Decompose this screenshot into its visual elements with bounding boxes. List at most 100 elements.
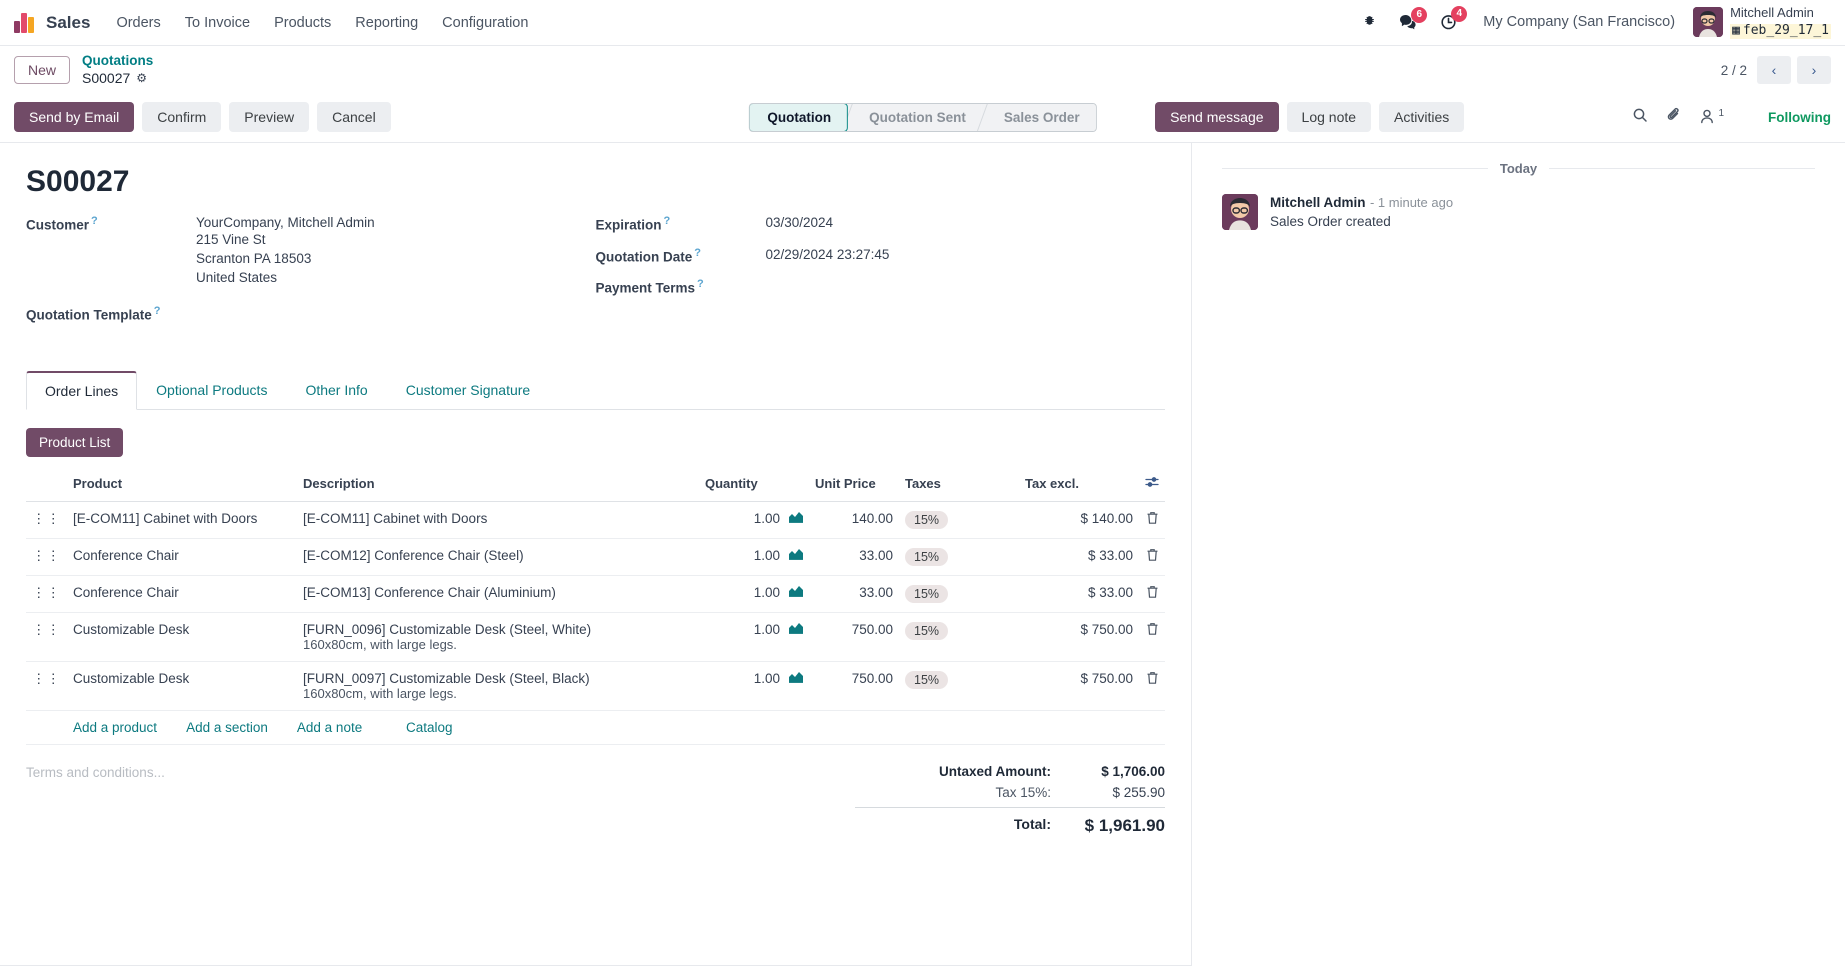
cell-taxes[interactable]: 15% (899, 575, 1019, 613)
add-a-note-link[interactable]: Add a note (296, 719, 363, 735)
forecast-chart-icon[interactable] (789, 585, 803, 600)
field-expiration-value[interactable]: 03/30/2024 (765, 215, 834, 230)
cell-product[interactable]: Customizable Desk (67, 661, 297, 711)
send-by-email-button[interactable]: Send by Email (14, 102, 135, 132)
cell-unit-price[interactable]: 750.00 (809, 612, 899, 662)
table-row[interactable]: ⋮⋮ Customizable Desk [FURN_0096] Customi… (26, 612, 1165, 662)
company-selector[interactable]: My Company (San Francisco) (1483, 14, 1676, 31)
question-mark-icon[interactable]: ? (91, 215, 98, 227)
cell-taxes[interactable]: 15% (899, 538, 1019, 576)
cell-unit-price[interactable]: 140.00 (809, 501, 899, 539)
paperclip-icon[interactable] (1666, 107, 1682, 127)
nav-menu-reporting[interactable]: Reporting (355, 14, 419, 31)
tab-optional-products[interactable]: Optional Products (156, 381, 268, 398)
table-row[interactable]: ⋮⋮ Customizable Desk [FURN_0097] Customi… (26, 661, 1165, 711)
following-status[interactable]: Following (1768, 109, 1831, 125)
trash-icon[interactable] (1139, 612, 1165, 662)
cell-unit-price[interactable]: 750.00 (809, 661, 899, 711)
bug-icon[interactable] (1351, 15, 1388, 30)
cell-description[interactable]: [E-COM13] Conference Chair (Aluminium) (297, 575, 699, 613)
drag-handle-icon[interactable]: ⋮⋮ (26, 612, 67, 662)
forecast-chart-icon[interactable] (789, 622, 803, 637)
gear-icon[interactable]: ⚙ (136, 70, 148, 85)
status-stage-quotation[interactable]: Quotation (749, 103, 849, 131)
cell-taxes[interactable]: 15% (899, 661, 1019, 711)
add-a-section-link[interactable]: Add a section (186, 719, 268, 735)
log-note-button[interactable]: Log note (1286, 102, 1372, 132)
activities-button[interactable]: Activities (1379, 102, 1465, 132)
table-row[interactable]: ⋮⋮ [E-COM11] Cabinet with Doors [E-COM11… (26, 501, 1165, 539)
question-mark-icon[interactable]: ? (153, 305, 161, 318)
messages-icon[interactable]: 6 (1388, 6, 1429, 31)
nav-menu-products[interactable]: Products (274, 14, 332, 31)
activities-clock-icon[interactable]: 4 (1429, 6, 1469, 31)
cell-product[interactable]: Conference Chair (67, 538, 297, 576)
cell-product[interactable]: Customizable Desk (67, 612, 297, 662)
table-row[interactable]: ⋮⋮ Conference Chair [E-COM12] Conference… (26, 538, 1165, 576)
field-customer-value[interactable]: YourCompany, Mitchell Admin (196, 215, 375, 230)
tab-order-lines[interactable]: Order Lines (26, 370, 138, 410)
user-menu[interactable]: Mitchell Admin ▦ feb_29_17_1 (1689, 5, 1831, 39)
drag-handle-icon[interactable]: ⋮⋮ (26, 501, 67, 539)
column-product[interactable]: Product (67, 466, 297, 502)
cell-quantity[interactable]: 1.00 (699, 575, 809, 613)
forecast-chart-icon[interactable] (789, 671, 803, 686)
forecast-chart-icon[interactable] (789, 511, 803, 526)
drag-handle-icon[interactable]: ⋮⋮ (26, 575, 67, 613)
cell-quantity[interactable]: 1.00 (699, 538, 809, 576)
tab-other-info[interactable]: Other Info (305, 381, 368, 398)
nav-menu-configuration[interactable]: Configuration (442, 14, 529, 31)
question-mark-icon[interactable]: ? (697, 278, 704, 290)
nav-app-name[interactable]: Sales (46, 12, 91, 32)
trash-icon[interactable] (1139, 575, 1165, 613)
question-mark-icon[interactable]: ? (694, 246, 701, 259)
drag-handle-icon[interactable]: ⋮⋮ (26, 538, 67, 576)
chevron-right-icon[interactable]: › (1797, 56, 1831, 84)
column-unit-price[interactable]: Unit Price (809, 466, 899, 502)
field-customer-value-group[interactable]: YourCompany, Mitchell Admin 215 Vine St … (196, 215, 375, 287)
send-message-button[interactable]: Send message (1155, 102, 1279, 132)
confirm-button[interactable]: Confirm (142, 102, 222, 132)
question-mark-icon[interactable]: ? (663, 215, 671, 227)
drag-handle-icon[interactable]: ⋮⋮ (26, 661, 67, 711)
cell-description[interactable]: [E-COM12] Conference Chair (Steel) (297, 538, 699, 576)
followers-user-icon[interactable]: 1 (1700, 108, 1724, 126)
tab-customer-signature[interactable]: Customer Signature (405, 381, 531, 398)
cell-quantity[interactable]: 1.00 (699, 612, 809, 662)
cell-taxes[interactable]: 15% (899, 612, 1019, 662)
add-a-product-link[interactable]: Add a product (73, 719, 158, 735)
preview-button[interactable]: Preview (229, 102, 310, 132)
cell-description[interactable]: [E-COM11] Cabinet with Doors (297, 501, 699, 539)
chevron-left-icon[interactable]: ‹ (1757, 56, 1791, 84)
chatter-message-author[interactable]: Mitchell Admin (1270, 195, 1366, 210)
nav-menu-orders[interactable]: Orders (116, 14, 161, 31)
trash-icon[interactable] (1139, 661, 1165, 711)
cell-description[interactable]: [FURN_0096] Customizable Desk (Steel, Wh… (297, 612, 699, 662)
search-icon[interactable] (1632, 107, 1648, 127)
cell-unit-price[interactable]: 33.00 (809, 538, 899, 576)
odoo-logo-icon[interactable] (14, 12, 34, 33)
forecast-chart-icon[interactable] (789, 548, 803, 563)
status-stage-sales-order[interactable]: Sales Order (981, 103, 1096, 131)
cell-unit-price[interactable]: 33.00 (809, 575, 899, 613)
column-quantity[interactable]: Quantity (699, 466, 809, 502)
status-stage-quotation-sent[interactable]: Quotation Sent (847, 103, 982, 131)
table-row[interactable]: ⋮⋮ Conference Chair [E-COM13] Conference… (26, 575, 1165, 613)
cell-quantity[interactable]: 1.00 (699, 501, 809, 539)
cell-product[interactable]: [E-COM11] Cabinet with Doors (67, 501, 297, 539)
cell-taxes[interactable]: 15% (899, 501, 1019, 539)
column-options-icon[interactable] (1139, 466, 1165, 502)
terms-and-conditions-field[interactable]: Terms and conditions... (26, 764, 165, 780)
column-tax-excl[interactable]: Tax excl. (1019, 466, 1139, 502)
nav-menu-to-invoice[interactable]: To Invoice (184, 14, 251, 31)
catalog-link[interactable]: Catalog (405, 719, 453, 735)
cell-description[interactable]: [FURN_0097] Customizable Desk (Steel, Bl… (297, 661, 699, 711)
trash-icon[interactable] (1139, 501, 1165, 539)
product-list-button[interactable]: Product List (26, 427, 124, 457)
breadcrumb-parent-quotations[interactable]: Quotations (82, 52, 154, 68)
column-taxes[interactable]: Taxes (899, 466, 1019, 502)
cell-quantity[interactable]: 1.00 (699, 661, 809, 711)
new-button[interactable]: New (14, 56, 71, 84)
column-description[interactable]: Description (297, 466, 699, 502)
trash-icon[interactable] (1139, 538, 1165, 576)
